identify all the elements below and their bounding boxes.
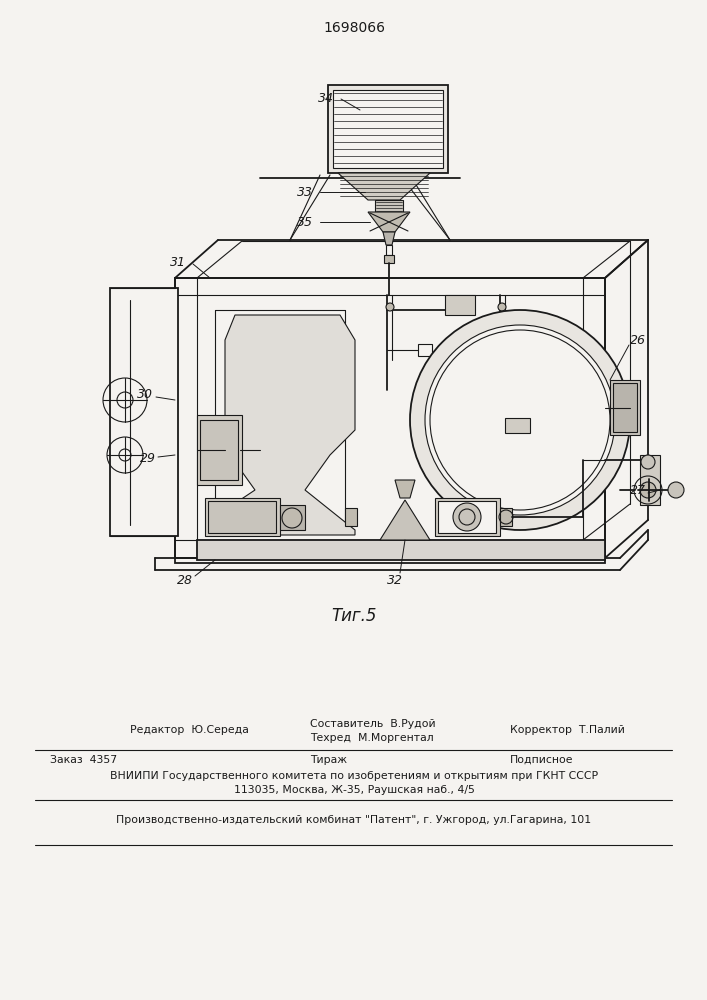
Bar xyxy=(426,407,434,413)
Text: Подписное: Подписное xyxy=(510,755,573,765)
Bar xyxy=(110,288,178,536)
Bar xyxy=(345,508,357,526)
Text: 33: 33 xyxy=(297,186,313,198)
Bar xyxy=(197,540,605,560)
Bar xyxy=(445,295,475,315)
Circle shape xyxy=(641,455,655,469)
Polygon shape xyxy=(380,500,430,540)
Bar xyxy=(175,278,605,563)
Polygon shape xyxy=(225,315,355,535)
Bar xyxy=(505,418,530,433)
Text: 34: 34 xyxy=(318,92,334,104)
Circle shape xyxy=(668,482,684,498)
Bar xyxy=(333,90,443,168)
Circle shape xyxy=(453,503,481,531)
Text: 35: 35 xyxy=(297,216,313,229)
Bar xyxy=(438,501,496,533)
Bar xyxy=(350,173,360,183)
Bar xyxy=(610,380,640,435)
Bar xyxy=(613,383,637,432)
Bar xyxy=(205,498,280,536)
Circle shape xyxy=(425,325,615,515)
Circle shape xyxy=(386,303,394,311)
Text: Заказ  4357: Заказ 4357 xyxy=(50,755,117,765)
Text: Редактор  Ю.Середа: Редактор Ю.Середа xyxy=(130,725,249,735)
Text: 29: 29 xyxy=(140,452,156,464)
Bar xyxy=(328,85,448,173)
Circle shape xyxy=(498,303,506,311)
Bar xyxy=(418,344,432,356)
Text: Τиг.5: Τиг.5 xyxy=(332,607,377,625)
Bar xyxy=(208,501,276,533)
Bar xyxy=(197,415,242,485)
Text: 27: 27 xyxy=(630,484,646,496)
Bar xyxy=(200,420,238,480)
Bar xyxy=(640,455,660,505)
Text: 1698066: 1698066 xyxy=(323,21,385,35)
Bar xyxy=(375,200,403,212)
Bar xyxy=(386,245,392,255)
Circle shape xyxy=(410,310,630,530)
Text: 32: 32 xyxy=(387,574,403,586)
Circle shape xyxy=(282,508,302,528)
Text: 31: 31 xyxy=(170,255,186,268)
Text: Составитель  В.Рудой: Составитель В.Рудой xyxy=(310,719,436,729)
Bar xyxy=(384,255,394,263)
Circle shape xyxy=(347,173,357,183)
Text: 28: 28 xyxy=(177,574,193,586)
Text: Техред  М.Моргентал: Техред М.Моргентал xyxy=(310,733,433,743)
Polygon shape xyxy=(368,212,410,232)
Circle shape xyxy=(640,482,656,498)
Text: 30: 30 xyxy=(137,388,153,401)
Bar xyxy=(435,498,500,536)
Polygon shape xyxy=(338,173,430,200)
Bar xyxy=(500,508,512,526)
Text: 26: 26 xyxy=(630,334,646,347)
Text: Производственно-издательский комбинат "Патент", г. Ужгород, ул.Гагарина, 101: Производственно-издательский комбинат "П… xyxy=(117,815,592,825)
Text: 113035, Москва, Ж-35, Раушская наб., 4/5: 113035, Москва, Ж-35, Раушская наб., 4/5 xyxy=(233,785,474,795)
Text: Тираж: Тираж xyxy=(310,755,347,765)
Text: ВНИИПИ Государственного комитета по изобретениям и открытиям при ГКНТ СССР: ВНИИПИ Государственного комитета по изоб… xyxy=(110,771,598,781)
Polygon shape xyxy=(395,480,415,498)
Polygon shape xyxy=(383,232,395,245)
Text: Корректор  Т.Палий: Корректор Т.Палий xyxy=(510,725,625,735)
Bar xyxy=(280,505,305,530)
